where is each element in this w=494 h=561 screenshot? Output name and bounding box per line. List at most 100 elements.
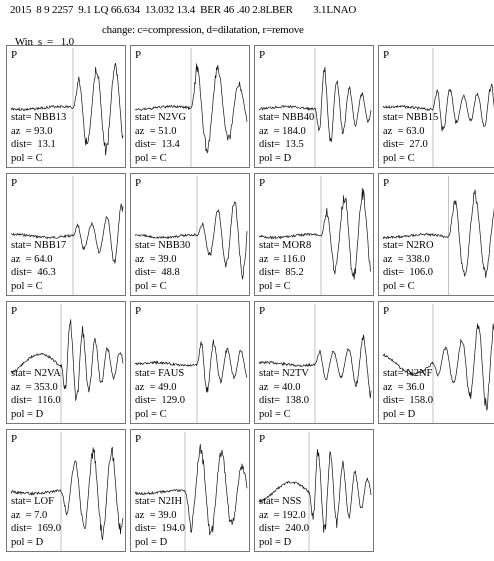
station-polarity: pol = D xyxy=(259,152,292,164)
seismogram-trace xyxy=(10,304,124,423)
station-polarity: pol = C xyxy=(135,408,167,420)
station-polarity: pol = C xyxy=(135,280,167,292)
station-azimuth: az = 36.0 xyxy=(383,381,425,393)
seismogram-trace xyxy=(10,48,124,167)
station-distance: dist= 158.0 xyxy=(383,395,433,407)
station-azimuth: az = 51.0 xyxy=(135,125,177,137)
station-polarity: pol = D xyxy=(11,536,44,548)
station-info: stat= MOR8 az = 116.0 dist= 85.2 pol = C xyxy=(259,239,311,293)
station-name: stat= N2RO xyxy=(383,240,434,252)
phase-label: P xyxy=(259,49,266,61)
station-polarity: pol = C xyxy=(11,152,43,164)
seismogram-trace xyxy=(258,48,372,167)
station-polarity: pol = C xyxy=(259,280,291,292)
seismogram-trace xyxy=(134,48,248,167)
station-name: stat= N2TV xyxy=(259,368,309,380)
window-settings-line: Win s = 1.0 change: c=compression, d=dil… xyxy=(10,24,304,60)
station-name: stat= NBB30 xyxy=(135,240,191,252)
phase-label: P xyxy=(135,177,142,189)
station-name: stat= NBB17 xyxy=(11,240,67,252)
seismogram-trace xyxy=(258,304,372,423)
station-azimuth: az = 49.0 xyxy=(135,381,177,393)
station-azimuth: az = 192.0 xyxy=(259,509,306,521)
station-info: stat= N2IH az = 39.0 dist= 194.0 pol = D xyxy=(135,495,185,549)
seismogram-trace xyxy=(259,176,372,295)
seismogram-trace xyxy=(10,176,124,295)
seismogram-trace xyxy=(382,304,494,423)
station-name: stat= NBB15 xyxy=(383,112,439,124)
phase-label: P xyxy=(135,305,142,317)
station-azimuth: az = 64.0 xyxy=(11,253,53,265)
station-name: stat= N2IH xyxy=(135,496,183,508)
phase-label: P xyxy=(383,49,390,61)
station-distance: dist= 48.8 xyxy=(135,267,180,279)
station-name: stat= NSS xyxy=(259,496,302,508)
station-info: stat= NSS az = 192.0 dist= 240.0 pol = D xyxy=(259,495,309,549)
seismogram-trace xyxy=(134,176,248,295)
change-instructions: change: c=compression, d=dilatation, r=r… xyxy=(102,24,304,36)
station-distance: dist= 46.3 xyxy=(11,267,56,279)
phase-label: P xyxy=(259,177,266,189)
station-info: stat= NBB40 az = 184.0 dist= 13.5 pol = D xyxy=(259,111,314,165)
phase-label: P xyxy=(11,49,18,61)
phase-label: P xyxy=(259,433,266,445)
seismogram-trace xyxy=(382,176,494,295)
station-name: stat= NBB13 xyxy=(11,112,67,124)
station-info: stat= N2NF az = 36.0 dist= 158.0 pol = D xyxy=(383,367,433,421)
station-polarity: pol = C xyxy=(135,152,167,164)
station-distance: dist= 85.2 xyxy=(259,267,304,279)
event-header-line: 2015 8 9 2257 9.1 LQ 66.634 13.032 13.4 … xyxy=(10,4,357,16)
station-distance: dist= 27.0 xyxy=(383,139,428,151)
phase-label: P xyxy=(135,433,142,445)
station-azimuth: az = 353.0 xyxy=(11,381,58,393)
station-polarity: pol = C xyxy=(383,152,415,164)
phase-label: P xyxy=(135,49,142,61)
station-polarity: pol = C xyxy=(383,280,415,292)
station-name: stat= LOF xyxy=(11,496,54,508)
phase-label: P xyxy=(259,305,266,317)
seismogram-trace xyxy=(134,432,248,551)
phase-label: P xyxy=(383,177,390,189)
station-polarity: pol = D xyxy=(135,536,168,548)
station-name: stat= N2VA xyxy=(11,368,61,380)
station-distance: dist= 240.0 xyxy=(259,523,309,535)
station-polarity: pol = C xyxy=(11,280,43,292)
station-info: stat= N2VA az = 353.0 dist= 116.0 pol = D xyxy=(11,367,61,421)
seismogram-trace xyxy=(10,432,124,551)
station-distance: dist= 194.0 xyxy=(135,523,185,535)
station-distance: dist= 116.0 xyxy=(11,395,61,407)
station-distance: dist= 129.0 xyxy=(135,395,185,407)
phase-label: P xyxy=(383,305,390,317)
station-polarity: pol = C xyxy=(259,408,291,420)
phase-label: P xyxy=(11,305,18,317)
seismogram-trace xyxy=(258,432,372,551)
phase-label: P xyxy=(11,177,18,189)
station-distance: dist= 169.0 xyxy=(11,523,61,535)
station-distance: dist= 106.0 xyxy=(383,267,433,279)
station-name: stat= N2VG xyxy=(135,112,187,124)
station-azimuth: az = 93.0 xyxy=(11,125,53,137)
station-info: stat= FAUS az = 49.0 dist= 129.0 pol = C xyxy=(135,367,185,421)
seismogram-trace xyxy=(382,48,494,167)
station-azimuth: az = 338.0 xyxy=(383,253,430,265)
phase-label: P xyxy=(11,433,18,445)
station-info: stat= NBB30 az = 39.0 dist= 48.8 pol = C xyxy=(135,239,190,293)
station-name: stat= FAUS xyxy=(135,368,185,380)
station-name: stat= MOR8 xyxy=(259,240,312,252)
station-info: stat= NBB13 az = 93.0 dist= 13.1 pol = C xyxy=(11,111,66,165)
